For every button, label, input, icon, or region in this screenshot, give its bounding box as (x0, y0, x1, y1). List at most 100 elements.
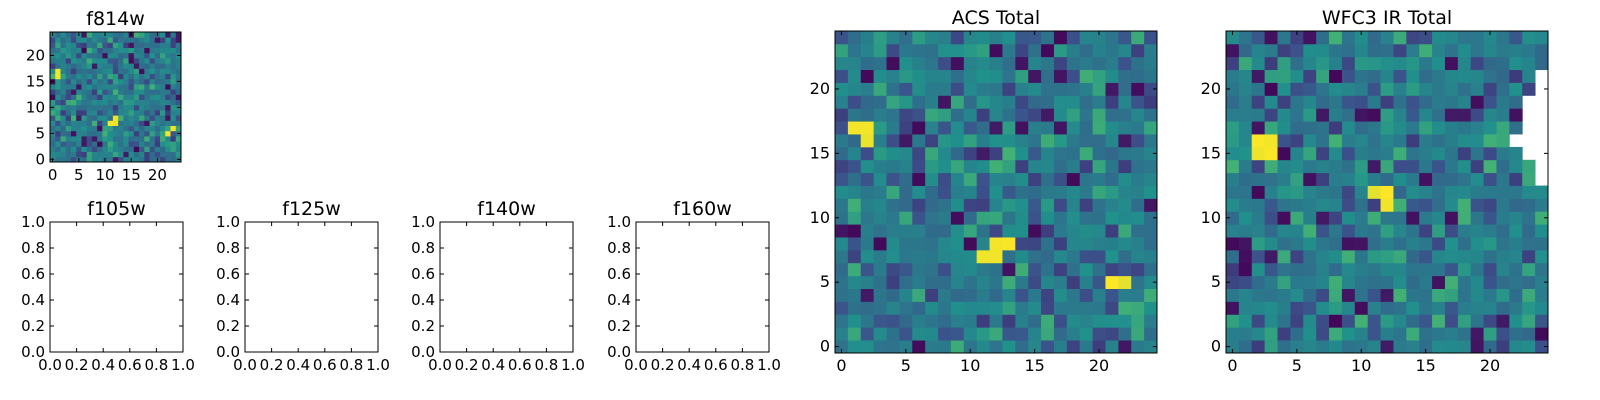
heatmap-cell (107, 151, 114, 158)
heatmap-cell (1419, 121, 1433, 135)
heatmap-cell (133, 130, 140, 137)
heatmap-cell (65, 42, 72, 48)
heatmap-cell (1367, 121, 1381, 135)
heatmap-cell (1251, 82, 1266, 96)
x-tick-label: 0.4 (91, 356, 115, 374)
heatmap-cell (1251, 314, 1266, 328)
heatmap-cell (133, 104, 140, 111)
heatmap-cell (1105, 211, 1119, 225)
heatmap-cell (963, 31, 978, 45)
heatmap-cell (154, 120, 161, 126)
heatmap-cell (97, 156, 103, 163)
heatmap-cell (1483, 146, 1497, 161)
heatmap-cell (170, 104, 177, 111)
heatmap-cell (123, 47, 129, 54)
heatmap-cell (1496, 327, 1510, 341)
heatmap-cell (873, 340, 887, 354)
heatmap-cell (1079, 31, 1093, 45)
heatmap-cell (154, 151, 161, 158)
heatmap-cell (1393, 31, 1407, 45)
heatmap-cell (1419, 95, 1433, 109)
heatmap-cell (55, 32, 61, 38)
heatmap-cell (873, 134, 887, 148)
chart-title: f160w (673, 198, 732, 220)
heatmap-cell (1264, 82, 1278, 96)
heatmap-cell (160, 32, 166, 38)
heatmap-cell (1066, 108, 1081, 122)
heatmap-cell (1316, 56, 1330, 71)
heatmap-cell (1053, 56, 1068, 71)
heatmap-cell (1354, 185, 1369, 199)
heatmap-cell (1522, 237, 1536, 251)
heatmap-cell (1444, 288, 1459, 302)
heatmap-cell (133, 115, 140, 121)
heatmap-cell (1144, 262, 1158, 277)
heatmap-cell (1079, 146, 1093, 161)
heatmap-cell (1105, 198, 1119, 212)
x-tick-label: 0 (48, 166, 58, 184)
heatmap-cell (144, 89, 150, 95)
heatmap-cell (899, 82, 913, 96)
heatmap-cell (1316, 159, 1330, 174)
heatmap-cell (139, 94, 145, 100)
heatmap-cell (847, 108, 862, 122)
heatmap-cell (860, 56, 875, 71)
heatmap-cell (50, 89, 56, 95)
heatmap-cell (60, 136, 67, 142)
heatmap-cell (102, 78, 109, 85)
heatmap-cell (1041, 108, 1055, 122)
heatmap-cell (1303, 249, 1317, 264)
heatmap-cell (938, 43, 952, 58)
heatmap-cell (1226, 159, 1240, 174)
heatmap-cell (1079, 224, 1093, 238)
heatmap-cell (144, 151, 150, 158)
heatmap-cell (1341, 82, 1356, 96)
x-tick-label: 0.8 (730, 356, 754, 374)
heatmap-cell (1367, 31, 1381, 45)
heatmap-cell (1144, 340, 1158, 354)
heatmap-cell (102, 125, 109, 132)
heatmap-cell (1028, 211, 1042, 225)
heatmap-cell (1015, 198, 1029, 212)
heatmap-cell (989, 69, 1003, 83)
x-tick-label: 0.6 (313, 356, 337, 374)
heatmap-cell (175, 89, 182, 95)
y-tick-label: 10 (26, 98, 45, 116)
heatmap-cell (1002, 69, 1016, 83)
heatmap-cell (1105, 224, 1119, 238)
heatmap-cell (1354, 340, 1369, 354)
heatmap-cell (86, 68, 93, 74)
heatmap-cell (1079, 108, 1093, 122)
x-tick-label: 0.8 (144, 356, 168, 374)
heatmap-cell (1341, 56, 1356, 71)
heatmap-cell (1419, 31, 1433, 45)
heatmap-cell (1496, 314, 1510, 328)
heatmap-cell (1444, 159, 1459, 174)
heatmap-cell (899, 31, 913, 45)
heatmap-cell (899, 146, 913, 161)
heatmap-cell (107, 42, 114, 48)
heatmap-cell (1092, 237, 1106, 251)
heatmap-cell (118, 146, 124, 152)
heatmap-cell (139, 141, 145, 147)
heatmap-cell (128, 151, 135, 158)
heatmap-cell (1496, 275, 1510, 289)
heatmap-cell (86, 94, 93, 100)
heatmap-cell (50, 47, 56, 54)
heatmap-cell (1432, 198, 1446, 212)
heatmap-cell (70, 104, 77, 111)
heatmap-cell (1432, 31, 1446, 45)
heatmap-cell (97, 120, 103, 126)
heatmap-cell (170, 78, 177, 85)
heatmap-cell (128, 99, 135, 106)
axes-frame (244, 221, 379, 353)
heatmap-cell (1290, 288, 1304, 302)
heatmap-cell (149, 125, 156, 132)
heatmap-cell (133, 78, 140, 85)
heatmap-cell (144, 156, 150, 163)
heatmap-cell (86, 146, 93, 152)
heatmap-cell (963, 262, 978, 277)
heatmap-cell (1053, 249, 1068, 264)
heatmap-cell (1144, 146, 1158, 161)
y-tick-label: 0.0 (21, 343, 45, 361)
